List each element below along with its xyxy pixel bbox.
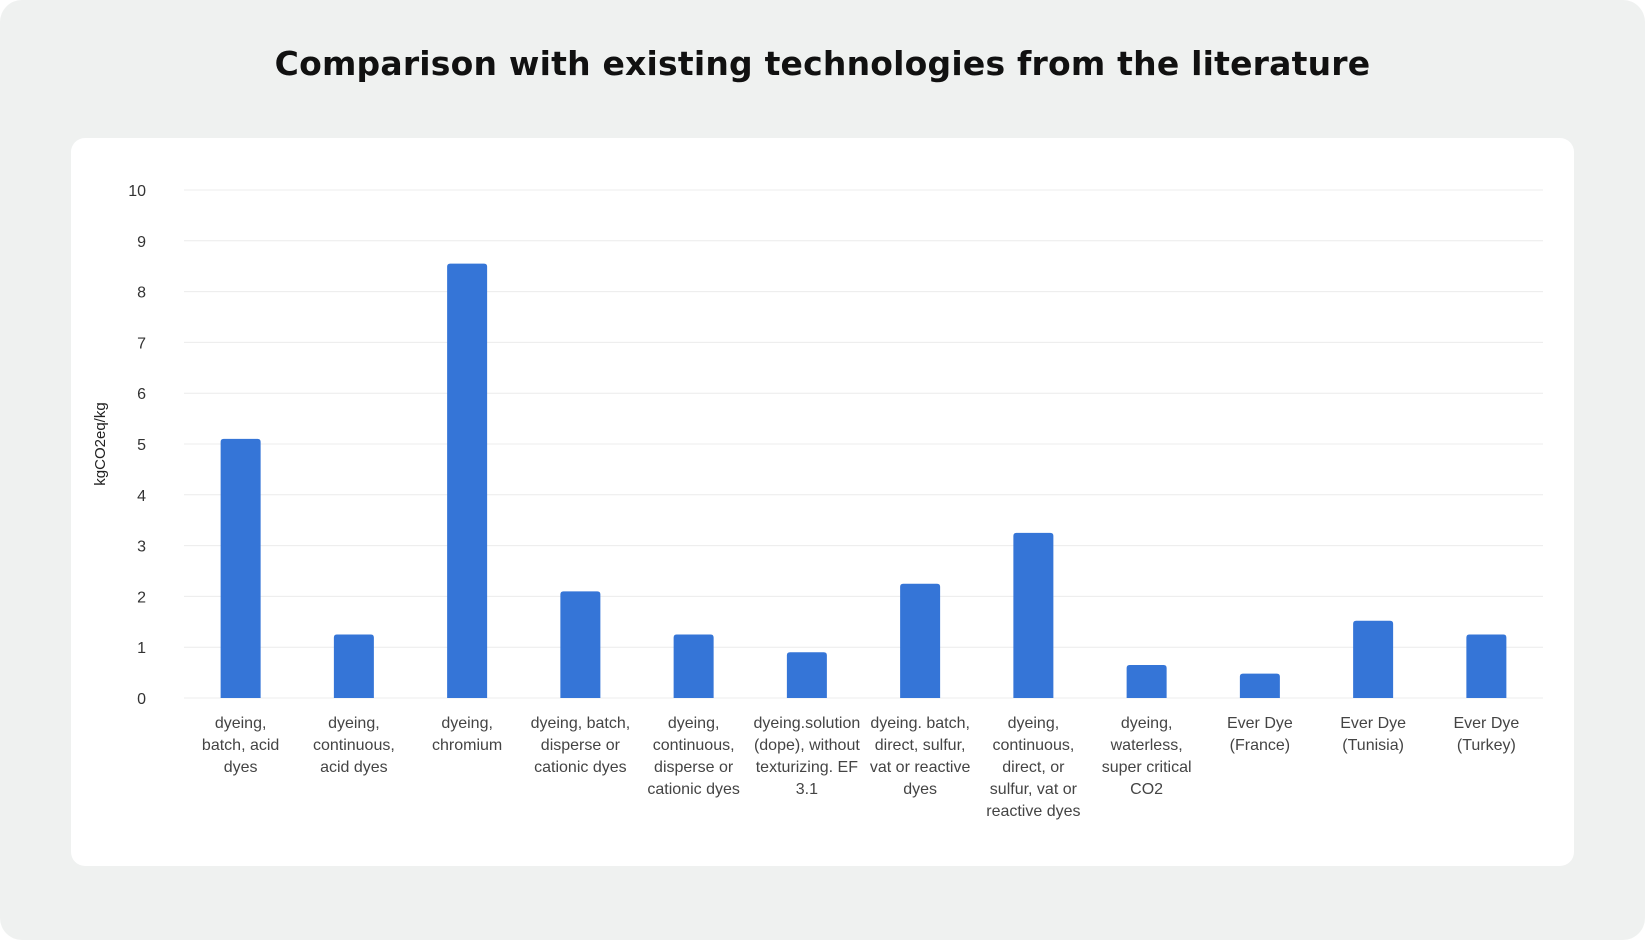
bar xyxy=(1466,634,1507,698)
bar xyxy=(673,634,714,698)
y-tick-label: 4 xyxy=(137,488,146,505)
y-tick-label: 8 xyxy=(137,285,146,302)
y-tick-label: 3 xyxy=(137,539,146,556)
bar xyxy=(1353,620,1394,698)
bars xyxy=(220,263,1507,698)
x-category-label: Ever Dye (France) xyxy=(1227,715,1293,754)
page-title: Comparison with existing technologies fr… xyxy=(274,44,1371,83)
x-category-label: Ever Dye (Turkey) xyxy=(1453,715,1519,754)
x-category-label: dyeing. batch, direct, sulfur, vat or reac… xyxy=(870,715,971,798)
y-tick-label: 1 xyxy=(137,640,146,657)
x-category-label: dyeing, continuous, direct, or sulfur, vat … xyxy=(986,715,1080,820)
bar xyxy=(560,591,601,698)
y-tick-label: 0 xyxy=(137,691,146,708)
y-tick-label: 2 xyxy=(137,589,146,606)
x-axis-labels: dyeing, batch, acid dyes dyeing, continuous,… xyxy=(202,715,1519,820)
chart-card: 0 1 2 3 4 5 6 7 8 9 10 dyeing, batch, acid dyes dyein… xyxy=(71,138,1574,866)
y-tick-label: 7 xyxy=(137,335,146,352)
bar xyxy=(447,263,488,698)
bar xyxy=(900,583,941,698)
bar xyxy=(1239,673,1280,698)
x-category-label: Ever Dye (Tunisia) xyxy=(1340,715,1406,754)
x-category-label: dyeing, continuous, acid dyes xyxy=(313,715,395,776)
x-category-label: dyeing.solution (dope), without texturizin… xyxy=(754,715,861,798)
x-category-label: dyeing, chromium xyxy=(432,715,502,754)
y-tick-label: 5 xyxy=(137,437,146,454)
y-tick-label: 9 xyxy=(137,234,146,251)
bar xyxy=(220,438,261,698)
x-category-label: dyeing, batch, disperse or cationic dyes xyxy=(531,715,631,776)
bar xyxy=(786,652,827,698)
bar xyxy=(1013,532,1054,698)
y-tick-label: 6 xyxy=(137,386,146,403)
y-tick-label: 10 xyxy=(128,183,146,200)
x-category-label: dyeing, waterless, super critical CO2 xyxy=(1102,715,1192,798)
y-axis-ticks: 0 1 2 3 4 5 6 7 8 9 10 xyxy=(128,183,146,708)
y-axis-title: kgCO2eq/kg xyxy=(92,402,109,485)
bar xyxy=(333,634,374,698)
x-category-label: dyeing, batch, acid dyes xyxy=(202,715,279,776)
bar xyxy=(1126,664,1167,698)
x-category-label: dyeing, continuous, disperse or cationic dy… xyxy=(647,715,740,798)
grid-lines xyxy=(184,189,1543,699)
